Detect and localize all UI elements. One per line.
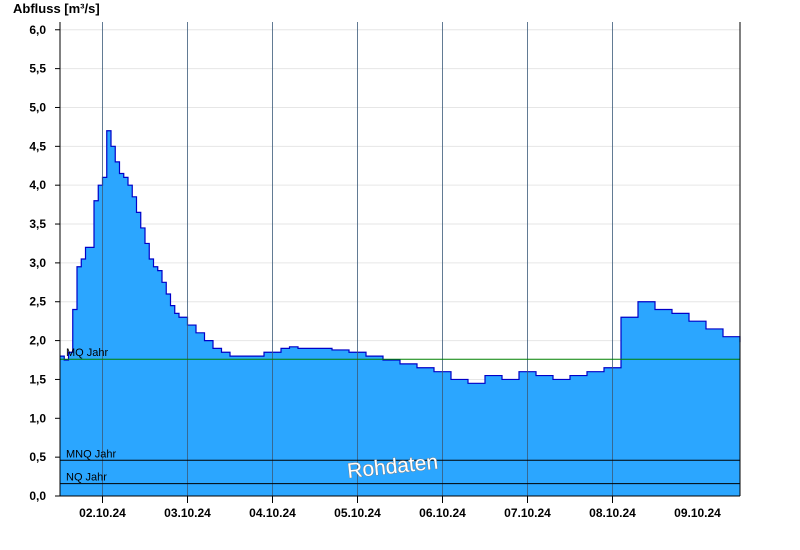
day-lines-layer: [102, 22, 613, 496]
y-axis-label: Abfluss [m³/s]: [13, 1, 100, 16]
x-tick-label: 02.10.24: [79, 506, 126, 520]
y-tick-label: 5,5: [29, 62, 46, 76]
series-area: [60, 130, 740, 497]
y-tick-label: 1,5: [29, 372, 46, 386]
x-tick-label: 06.10.24: [419, 506, 466, 520]
y-tick-label: 0,0: [29, 489, 46, 503]
y-tick-label: 5,0: [29, 100, 46, 114]
x-tick-label: 05.10.24: [334, 506, 381, 520]
x-tick-label: 03.10.24: [164, 506, 211, 520]
y-tick-label: 1,0: [29, 411, 46, 425]
reference-lines-layer: MQ Jahr MNQ Jahr NQ Jahr: [60, 347, 740, 485]
axis-layer: 0,0 0,5 1,0 1,5 2,0 2,5 3,0 3,5 4,0 4,5 5,0 5,5 6,0 0…: [29, 22, 741, 520]
x-tick-label: 08.10.24: [589, 506, 636, 520]
reference-line-label: MNQ Jahr: [66, 448, 116, 460]
y-tick-label: 0,5: [29, 450, 46, 464]
series-line: [60, 130, 741, 384]
reference-line-label: NQ Jahr: [66, 472, 107, 484]
y-tick-label: 4,5: [29, 139, 46, 153]
reference-line-label: MQ Jahr: [66, 347, 109, 359]
series-area-layer: [60, 130, 741, 497]
y-tick-label: 2,0: [29, 334, 46, 348]
y-tick-label: 2,5: [29, 295, 46, 309]
y-tick-label: 3,0: [29, 256, 46, 270]
y-tick-label: 3,5: [29, 217, 46, 231]
y-tick-label: 6,0: [29, 23, 46, 37]
x-tick-label: 04.10.24: [249, 506, 296, 520]
y-tick-label: 4,0: [29, 178, 46, 192]
x-tick-label: 09.10.24: [674, 506, 721, 520]
x-tick-label: 07.10.24: [504, 506, 551, 520]
